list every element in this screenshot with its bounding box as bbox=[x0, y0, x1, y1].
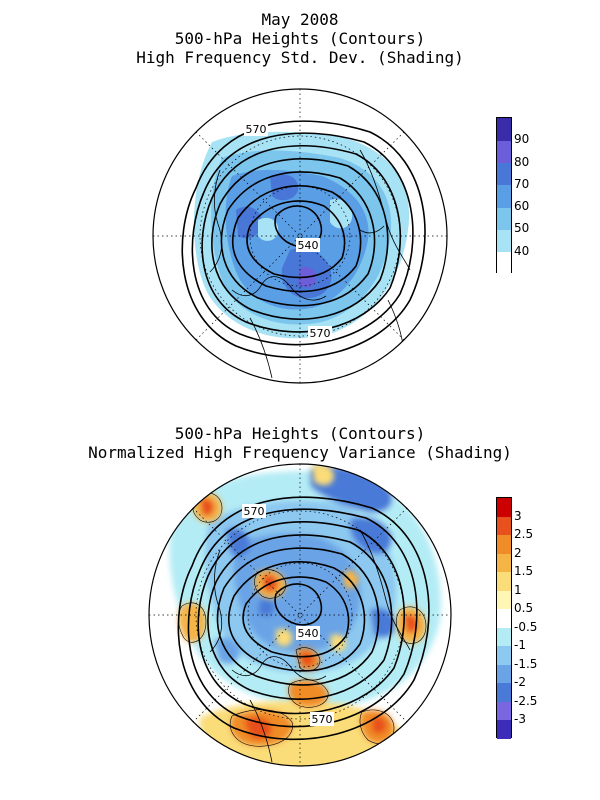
bottom-map-title: 500-hPa Heights (Contours) Normalized Hi… bbox=[0, 424, 600, 462]
top-shading bbox=[153, 89, 447, 383]
top-map-title: May 2008 500-hPa Heights (Contours) High… bbox=[0, 10, 600, 67]
colorbar-tick-label: -1.5 bbox=[514, 656, 538, 671]
colorbar-swatch bbox=[497, 609, 511, 629]
colorbar-swatch bbox=[497, 590, 511, 610]
bottom-shading bbox=[149, 464, 451, 766]
colorbar-tick-label: -2.5 bbox=[514, 693, 538, 708]
colorbar-swatch bbox=[497, 646, 511, 666]
contour-label: 570 bbox=[246, 123, 267, 136]
title-line-date: May 2008 bbox=[261, 10, 339, 29]
top-colorbar bbox=[496, 117, 512, 275]
colorbar-swatch bbox=[497, 701, 511, 721]
colorbar-swatch bbox=[497, 140, 511, 164]
colorbar-swatch bbox=[497, 184, 511, 208]
contour-label: 570 bbox=[312, 713, 333, 726]
contour-label: 570 bbox=[310, 327, 331, 340]
colorbar-tick-label: -2 bbox=[514, 675, 526, 690]
colorbar-swatch bbox=[497, 498, 511, 518]
colorbar-tick-label: 90 bbox=[514, 132, 530, 147]
colorbar-swatch bbox=[497, 627, 511, 647]
colorbar-tick-label: -0.5 bbox=[514, 619, 538, 634]
title-line-contours: 500-hPa Heights (Contours) bbox=[174, 424, 426, 443]
title-line-shading: High Frequency Std. Dev. (Shading) bbox=[136, 48, 464, 67]
colorbar-tick-label: 1.5 bbox=[514, 564, 534, 579]
colorbar-swatch bbox=[497, 229, 511, 253]
bottom-polar-map: 570 540 570 bbox=[148, 463, 452, 767]
colorbar-swatch bbox=[497, 720, 511, 740]
colorbar-swatch bbox=[497, 162, 511, 186]
title-line-shading: Normalized High Frequency Variance (Shad… bbox=[88, 443, 512, 462]
colorbar-swatch bbox=[497, 251, 511, 275]
colorbar-swatch bbox=[497, 683, 511, 703]
contour-label: 570 bbox=[244, 505, 265, 518]
colorbar-swatch bbox=[497, 516, 511, 536]
title-line-contours: 500-hPa Heights (Contours) bbox=[174, 29, 426, 48]
colorbar-tick-label: 0.5 bbox=[514, 601, 534, 616]
colorbar-tick-label: 2.5 bbox=[514, 527, 534, 542]
colorbar-tick-label: -1 bbox=[514, 638, 526, 653]
colorbar-tick-label: 70 bbox=[514, 176, 530, 191]
contour-label: 540 bbox=[298, 239, 319, 252]
colorbar-swatch bbox=[497, 207, 511, 230]
colorbar-tick-label: 50 bbox=[514, 221, 530, 236]
contour-label: 540 bbox=[298, 627, 319, 640]
colorbar-swatch bbox=[497, 664, 511, 684]
colorbar-tick-label: 40 bbox=[514, 243, 530, 258]
colorbar-tick-label: 1 bbox=[514, 582, 522, 597]
bottom-colorbar bbox=[496, 497, 512, 740]
colorbar-tick-label: 3 bbox=[514, 508, 522, 523]
colorbar-tick-label: -3 bbox=[514, 712, 526, 727]
colorbar-tick-label: 80 bbox=[514, 154, 530, 169]
colorbar-swatch bbox=[497, 553, 511, 573]
colorbar-swatch bbox=[497, 572, 511, 592]
colorbar-swatch bbox=[497, 118, 511, 141]
colorbar-tick-label: 60 bbox=[514, 199, 530, 214]
colorbar-swatch bbox=[497, 535, 511, 555]
top-polar-map: 570 540 570 bbox=[152, 88, 448, 384]
colorbar-tick-label: 2 bbox=[514, 545, 522, 560]
